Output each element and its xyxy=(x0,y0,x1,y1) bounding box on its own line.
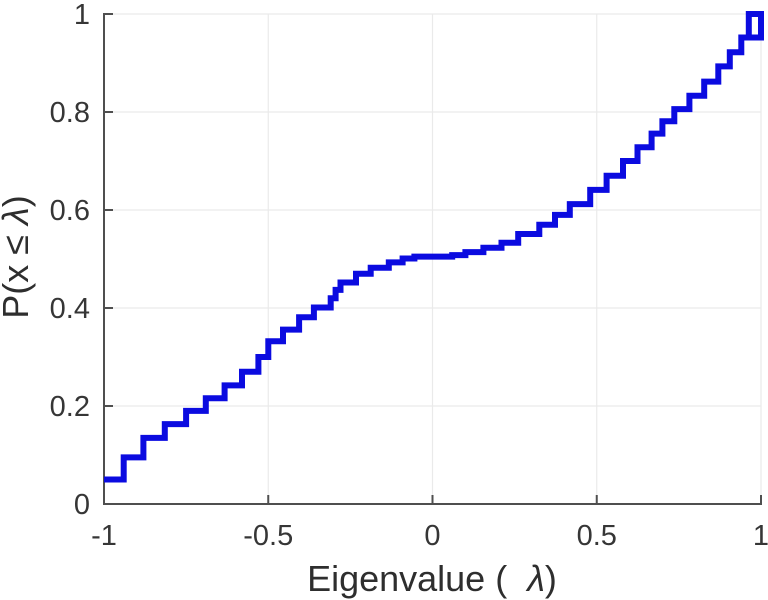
x-tick-label: -0.5 xyxy=(243,520,293,552)
x-tick-label: 1 xyxy=(753,520,768,552)
ecdf-stairs-line xyxy=(104,11,764,483)
y-tick-label: 0.4 xyxy=(50,293,90,325)
y-tick-label: 0.8 xyxy=(50,97,90,129)
x-tick-label: 0 xyxy=(424,520,440,552)
x-axis-label: Eigenvalue ( λ) xyxy=(307,558,557,599)
y-tick-label: 0.2 xyxy=(50,391,90,423)
y-tick-label: 0.6 xyxy=(50,195,90,227)
x-tick-label: 0.5 xyxy=(577,520,617,552)
y-axis-label: P(x ≤ λ) xyxy=(0,195,36,318)
y-tick-label: 0 xyxy=(74,489,90,521)
x-tick-label: -1 xyxy=(91,520,117,552)
y-tick-label: 1 xyxy=(74,0,90,31)
